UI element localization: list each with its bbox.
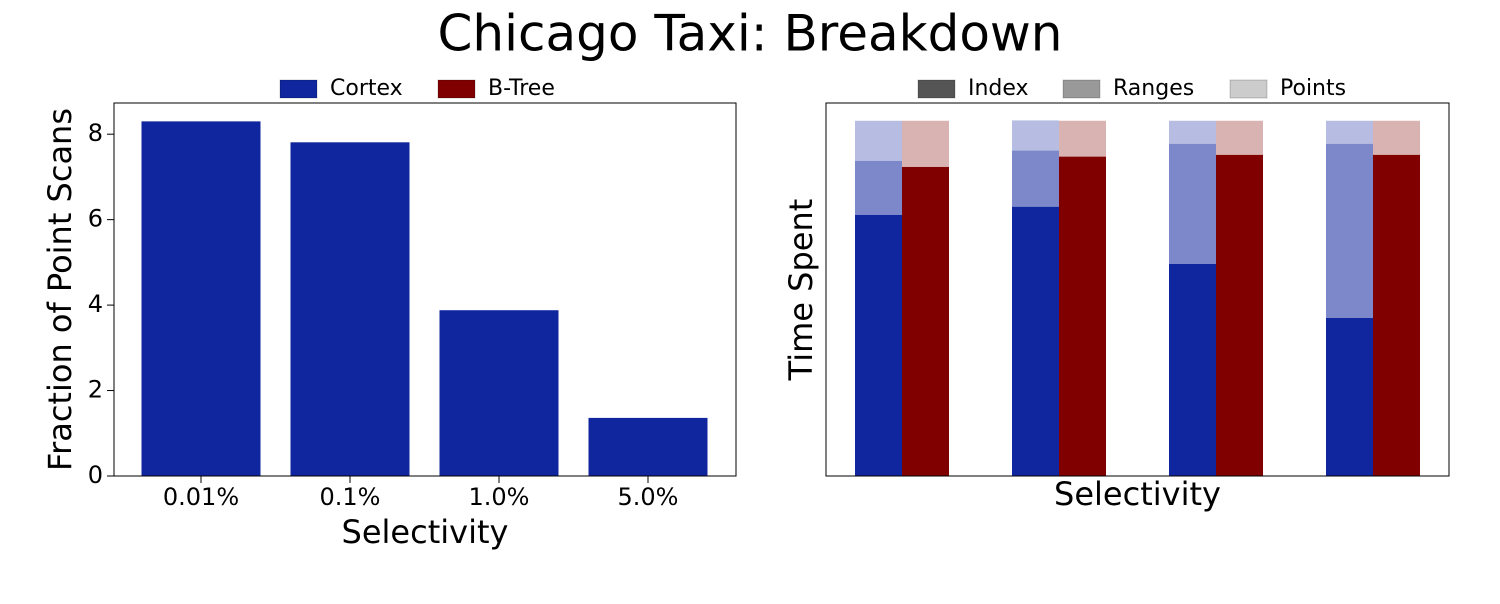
bar-segment (1012, 150, 1059, 207)
x-axis-label: Selectivity (342, 513, 509, 551)
bar-segment (1326, 120, 1373, 144)
bar-segment (1216, 120, 1263, 155)
y-tick-label: 2 (88, 376, 103, 404)
legend-label: Points (1280, 76, 1346, 101)
bar (439, 310, 559, 476)
bar-segment (902, 166, 949, 476)
x-axis-label: Selectivity (1054, 475, 1221, 513)
y-axis-label: Fraction of Point Scans (41, 108, 79, 471)
legend-swatch (279, 79, 318, 99)
bar (588, 417, 708, 476)
bar-segment (1169, 263, 1216, 476)
bar-segment (855, 120, 902, 161)
legend-swatch (437, 79, 476, 99)
bar-segment (1059, 120, 1106, 157)
bar (141, 121, 261, 476)
legend-label: Index (968, 76, 1029, 101)
axes-frame (113, 102, 737, 477)
legend-label: Ranges (1113, 76, 1194, 101)
y-axis-label: Time Spent (782, 199, 820, 382)
legend-swatch (1229, 79, 1268, 99)
y-tick-label: 4 (88, 290, 103, 318)
bar-segment (1326, 143, 1373, 318)
x-tick-label: 0.1% (320, 483, 381, 511)
legend-label: B-Tree (488, 76, 555, 101)
legend-label: Cortex (330, 76, 403, 101)
legend-swatch (1062, 79, 1101, 99)
bar-segment (1169, 143, 1216, 264)
bar-segment (1059, 156, 1106, 477)
bar-segment (1373, 120, 1420, 155)
bar-segment (1216, 154, 1263, 477)
bar-segment (1012, 120, 1059, 151)
bar-segment (855, 214, 902, 476)
bar-segment (855, 160, 902, 215)
bar-segment (902, 120, 949, 167)
x-tick-label: 5.0% (618, 483, 679, 511)
axes-frame (825, 102, 1450, 477)
figure-title: Chicago Taxi: Breakdown (438, 5, 1063, 63)
y-tick-label: 6 (88, 205, 103, 233)
bar-segment (1012, 206, 1059, 476)
bar-segment (1326, 317, 1373, 476)
legend-swatch (917, 79, 956, 99)
x-tick-label: 1.0% (469, 483, 530, 511)
bar-segment (1169, 120, 1216, 144)
bar-segment (1373, 154, 1420, 477)
x-tick-label: 0.01% (163, 483, 239, 511)
y-tick-label: 8 (88, 119, 103, 147)
bar (290, 142, 410, 476)
y-tick-label: 0 (88, 461, 103, 489)
